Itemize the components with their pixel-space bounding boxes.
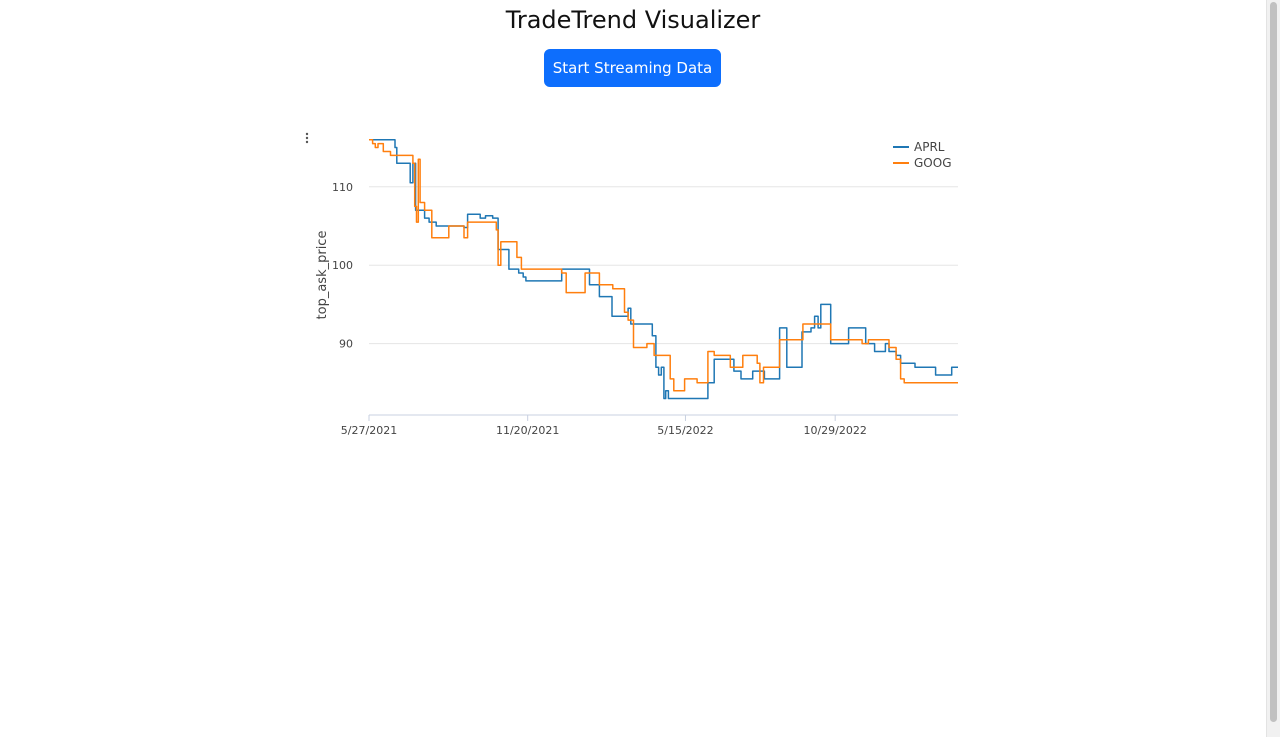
scrollbar-thumb[interactable] bbox=[1270, 2, 1277, 722]
page-scrollbar[interactable] bbox=[1266, 0, 1280, 737]
x-tick-label: 11/20/2021 bbox=[496, 424, 559, 437]
legend-label-goog[interactable]: GOOG bbox=[914, 156, 952, 170]
chart-menu-icon[interactable] bbox=[305, 132, 309, 144]
chart-svg: 110 100 90 5/27/2021 11/20/2021 5/15/2022 10/2… bbox=[305, 132, 958, 437]
y-tick-label: 90 bbox=[339, 338, 353, 351]
legend-label-aprl[interactable]: APRL bbox=[914, 140, 945, 154]
x-tick-label: 10/29/2022 bbox=[803, 424, 866, 437]
page-title: TradeTrend Visualizer bbox=[505, 6, 761, 34]
series-line-aprl bbox=[369, 138, 958, 400]
y-tick-label: 100 bbox=[332, 259, 353, 272]
x-tick-label: 5/27/2021 bbox=[341, 424, 397, 437]
y-tick-label: 110 bbox=[332, 181, 353, 194]
price-chart: 110 100 90 5/27/2021 11/20/2021 5/15/2022 10/2… bbox=[300, 122, 966, 452]
series-line-goog bbox=[369, 138, 958, 392]
x-tick-label: 5/15/2022 bbox=[657, 424, 713, 437]
y-axis-title: top_ask_price bbox=[315, 231, 330, 320]
start-streaming-button[interactable]: Start Streaming Data bbox=[544, 49, 721, 87]
